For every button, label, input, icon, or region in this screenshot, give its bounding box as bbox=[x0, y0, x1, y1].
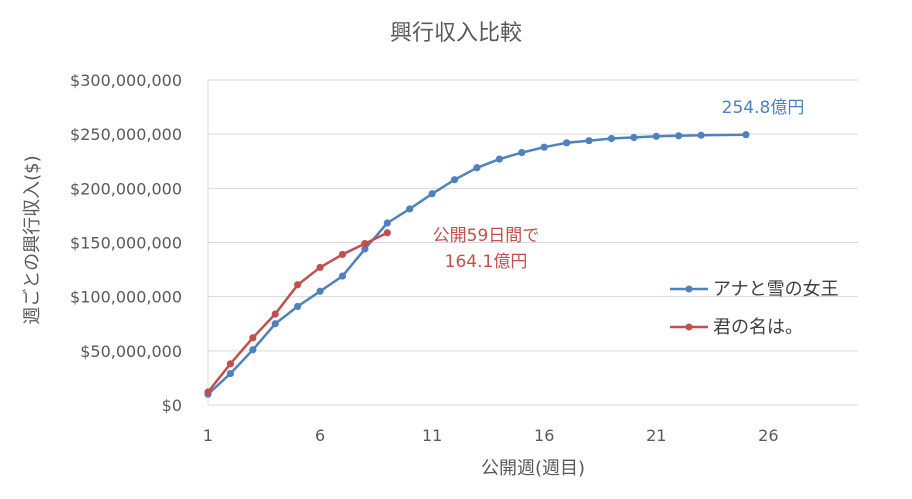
legend-marker-kiminonawa bbox=[685, 323, 693, 331]
data-point-0-6 bbox=[338, 272, 347, 280]
series-line-0 bbox=[207, 133, 746, 396]
y-tick-label-4: $200,000,000 bbox=[70, 179, 182, 198]
chart-title: 興行収入比較 bbox=[390, 21, 522, 46]
data-point-0-11 bbox=[450, 176, 459, 184]
legend-marker-frozen bbox=[685, 285, 693, 293]
data-point-1-6 bbox=[338, 250, 347, 259]
data-point-0-16 bbox=[563, 139, 571, 147]
data-point-0-21 bbox=[675, 132, 683, 140]
y-tick-label-6: $300,000,000 bbox=[70, 71, 182, 90]
data-point-0-3 bbox=[271, 320, 279, 328]
y-tick-label-5: $250,000,000 bbox=[70, 125, 182, 144]
x-tick-label-2: 11 bbox=[422, 426, 442, 445]
data-point-0-14 bbox=[518, 148, 526, 157]
data-point-0-18 bbox=[607, 134, 616, 143]
x-tick-label-0: 1 bbox=[203, 426, 213, 445]
data-point-0-15 bbox=[540, 143, 548, 151]
data-point-0-10 bbox=[428, 190, 436, 198]
series-0 bbox=[204, 131, 750, 398]
x-tick-label-3: 16 bbox=[534, 426, 554, 445]
y-axis-ticks: $0 $50,000,000 $100,000,000 $150,000,000 $20… bbox=[70, 71, 182, 415]
data-point-1-8 bbox=[383, 229, 391, 237]
y-tick-label-0: $0 bbox=[162, 396, 182, 415]
x-axis-ticks: 1 6 11 16 21 26 bbox=[203, 426, 779, 445]
legend: アナと雪の女王 君の名は。 bbox=[670, 279, 839, 338]
data-point-0-12 bbox=[473, 164, 481, 172]
x-tick-label-4: 21 bbox=[646, 426, 666, 445]
data-point-0-5 bbox=[316, 287, 324, 295]
data-point-1-1 bbox=[226, 360, 235, 368]
data-point-0-23 bbox=[742, 131, 750, 139]
data-point-0-22 bbox=[697, 131, 705, 139]
data-point-1-2 bbox=[249, 334, 257, 342]
annotation-frozen-total: 254.8億円 bbox=[722, 98, 805, 118]
data-point-1-7 bbox=[361, 239, 369, 248]
legend-label-kiminonawa: 君の名は。 bbox=[713, 317, 803, 338]
y-tick-label-2: $100,000,000 bbox=[70, 288, 182, 307]
legend-label-frozen: アナと雪の女王 bbox=[713, 279, 839, 300]
series-layer bbox=[204, 131, 750, 398]
y-axis-title: 週ごとの興行収入($) bbox=[22, 155, 43, 324]
data-point-0-7 bbox=[361, 245, 369, 253]
data-point-1-3 bbox=[271, 310, 279, 318]
annotation-kiminonawa-total: 164.1億円 bbox=[445, 252, 528, 272]
data-point-0-4 bbox=[294, 302, 302, 311]
y-tick-label-3: $150,000,000 bbox=[70, 234, 182, 253]
series-1 bbox=[204, 229, 391, 396]
data-point-0-19 bbox=[630, 133, 638, 142]
data-point-0-1 bbox=[226, 369, 235, 378]
data-point-1-5 bbox=[316, 263, 324, 272]
data-point-0-13 bbox=[495, 155, 503, 163]
data-point-0-8 bbox=[383, 219, 391, 227]
data-point-1-4 bbox=[294, 281, 302, 289]
data-point-0-9 bbox=[406, 205, 414, 213]
data-point-0-20 bbox=[652, 132, 660, 140]
x-tick-label-1: 6 bbox=[315, 426, 325, 445]
grid-lines bbox=[207, 79, 858, 406]
data-point-0-2 bbox=[249, 346, 257, 354]
y-tick-label-1: $50,000,000 bbox=[80, 342, 182, 361]
data-point-1-0 bbox=[204, 388, 212, 396]
annotation-kiminonawa-days: 公開59日間で bbox=[433, 226, 540, 246]
data-point-0-17 bbox=[585, 137, 593, 145]
x-axis-title: 公開週(週目) bbox=[481, 458, 585, 479]
x-tick-label-5: 26 bbox=[758, 426, 778, 445]
